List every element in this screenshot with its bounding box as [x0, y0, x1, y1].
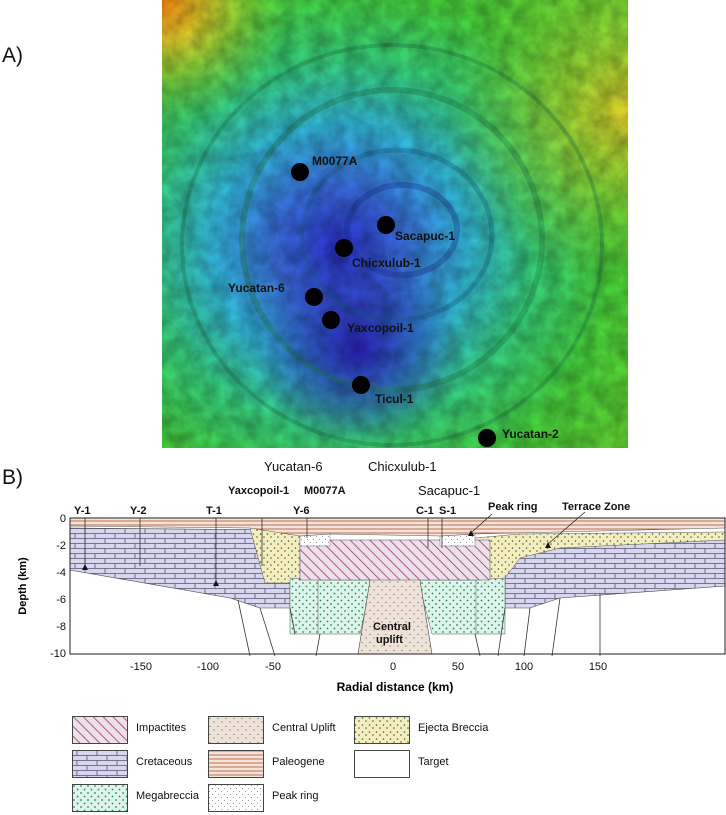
cross-section-drawing: Yucatan-6 Chicxulub-1 Sacapuc-1 Y-1 Y-2 …	[17, 459, 726, 694]
legend-swatch-target	[354, 750, 410, 778]
x-tick-0: -150	[130, 661, 152, 673]
legend-label-cretaceous: Cretaceous	[136, 756, 193, 768]
megabreccia-right	[474, 577, 506, 635]
well-label-t1: T-1	[206, 505, 222, 517]
y-tick-1: -2	[56, 540, 66, 552]
legend-label-peak-ring: Peak ring	[272, 790, 319, 802]
x-tick-6: 150	[589, 661, 607, 673]
legend-swatch-impactites	[72, 716, 128, 744]
well-label-yaxcopoil1: Yaxcopoil-1	[347, 321, 414, 335]
section-top-label-sacapuc1: Sacapuc-1	[418, 483, 480, 498]
x-tick-1: -100	[197, 661, 219, 673]
well-label-s1: S-1	[439, 505, 456, 517]
y-tick-3: -6	[56, 594, 66, 606]
gravity-map-image: M0077A Sacapuc-1 Chicxulub-1 Yucatan-6 Y…	[162, 0, 628, 448]
legend-swatch-megabreccia	[72, 784, 128, 812]
annotation-uplift: uplift	[376, 634, 403, 646]
legend-label-ejecta-breccia: Ejecta Breccia	[418, 722, 489, 734]
legend-label-target: Target	[418, 756, 449, 768]
well-marker-chicxulub1	[335, 239, 353, 257]
well-label-c1: C-1	[416, 505, 434, 517]
legend-label-megabreccia: Megabreccia	[136, 790, 199, 802]
x-axis-label: Radial distance (km)	[337, 680, 454, 694]
well-label-y2: Y-2	[130, 505, 147, 517]
impactites-body	[299, 539, 491, 581]
map-wells	[291, 163, 496, 447]
legend-swatch-cretaceous	[72, 750, 128, 778]
well-label-m0077a: M0077A	[312, 154, 358, 168]
well-label-chicxulub1: Chicxulub-1	[352, 256, 421, 270]
well-marker-m0077a	[291, 163, 309, 181]
legend-swatch-peak-ring	[208, 784, 264, 812]
annotation-central: Central	[373, 621, 411, 633]
legend-label-paleogene: Paleogene	[272, 756, 325, 768]
gravity-map: M0077A Sacapuc-1 Chicxulub-1 Yucatan-6 Y…	[162, 0, 628, 448]
section-top-label-chicxulub1: Chicxulub-1	[368, 459, 437, 474]
legend-swatch-paleogene	[208, 750, 264, 778]
well-label-y6: Y-6	[293, 505, 310, 517]
cross-section: Yucatan-6 Chicxulub-1 Sacapuc-1 Y-1 Y-2 …	[0, 448, 726, 812]
section-top-label-yucatan6: Yucatan-6	[264, 459, 323, 474]
well-label-y1: Y-1	[74, 505, 91, 517]
x-tick-3: 0	[390, 661, 396, 673]
legend-swatch-central-uplift	[208, 716, 264, 744]
well-marker-sacapuc1	[377, 216, 395, 234]
y-tick-2: -4	[56, 567, 66, 579]
annotation-terrace-zone: Terrace Zone	[562, 501, 630, 513]
panel-label-a: A)	[2, 44, 23, 67]
y-tick-0: 0	[60, 513, 66, 525]
legend-swatch-ejecta-breccia	[354, 716, 410, 744]
y-tick-5: -10	[50, 648, 66, 660]
well-marker-yucatan6	[305, 288, 323, 306]
well-marker-ticul1	[352, 376, 370, 394]
panel-label-b: B)	[2, 466, 23, 489]
annotation-peak-ring: Peak ring	[488, 501, 538, 513]
well-label-yucatan6: Yucatan-6	[228, 281, 285, 295]
well-marker-yucatan2	[478, 429, 496, 447]
well-marker-yaxcopoil1	[322, 311, 340, 329]
well-label-yaxcopoil1: Yaxcopoil-1	[228, 485, 289, 497]
well-label-yucatan2: Yucatan-2	[502, 427, 559, 441]
x-tick-5: 100	[515, 661, 533, 673]
legend-label-impactites: Impactites	[136, 722, 187, 734]
legend-label-central-uplift: Central Uplift	[272, 722, 336, 734]
well-label-sacapuc1: Sacapuc-1	[395, 229, 455, 243]
x-tick-2: -50	[265, 661, 281, 673]
well-label-m0077a: M0077A	[304, 485, 346, 497]
megabreccia-left	[289, 577, 321, 635]
well-label-ticul1: Ticul-1	[375, 392, 414, 406]
geology-layers	[69, 517, 726, 657]
x-tick-4: 50	[452, 661, 464, 673]
y-tick-4: -8	[56, 621, 66, 633]
y-axis-label: Depth (km)	[17, 557, 29, 615]
